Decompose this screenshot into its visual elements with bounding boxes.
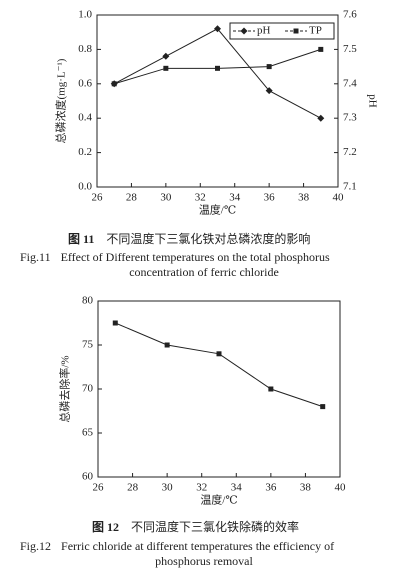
marker (240, 27, 248, 35)
x-tick-label: 40 (333, 192, 345, 204)
y-tick-label: 70 (82, 383, 94, 395)
y-tick-label: 0.2 (78, 146, 92, 158)
marker (163, 65, 169, 71)
marker (111, 81, 117, 87)
caption-text: Ferric chloride at different temperature… (61, 539, 334, 553)
marker (216, 351, 222, 357)
x-tick-label: 30 (160, 192, 172, 204)
y2-tick-label: 7.4 (343, 77, 357, 89)
y-axis-label: 总磷去除率/% (58, 355, 72, 422)
plot-frame (96, 14, 339, 188)
caption-label: 图 11 不同温度下三氯化铁对总磷浓度的影响 (68, 231, 310, 246)
marker (265, 87, 273, 95)
x-tick-label: 30 (162, 482, 174, 494)
y2-tick-label: 7.5 (343, 43, 357, 55)
x-axis-label: 温度/℃ (199, 203, 236, 217)
y-tick-label: 75 (82, 339, 94, 351)
x-tick-label: 26 (93, 482, 105, 494)
y-axis-label: 总磷浓度(mg·L⁻¹) (54, 58, 68, 143)
caption-label: 图 12 (92, 520, 119, 534)
legend-label: pH (257, 25, 271, 37)
legend-box (229, 22, 335, 40)
caption-label: Fig.11 Effect of Different temperatures o… (20, 250, 330, 264)
x-tick-label: 32 (195, 192, 206, 204)
series-line (115, 322, 323, 408)
caption-text: 不同温度下三氯化铁除磷的效率 (131, 519, 299, 534)
marker (215, 65, 220, 71)
marker (164, 342, 170, 348)
caption-label: Fig.12 (20, 539, 51, 553)
y2-tick-label: 7.1 (343, 181, 357, 193)
y-tick-label: 0.4 (78, 112, 92, 124)
marker (268, 386, 274, 392)
caption-text: phosphorus removal (155, 554, 253, 568)
marker (293, 28, 299, 34)
x-tick-label: 40 (335, 482, 347, 494)
caption-text: concentration of ferric chloride (129, 265, 279, 279)
caption-text: 不同温度下三氯化铁对总磷浓度的影响 (106, 231, 310, 246)
marker (317, 114, 325, 122)
marker (162, 52, 170, 60)
x-axis-label: 温度/℃ (200, 493, 237, 507)
caption-label: 图 12 不同温度下三氯化铁除磷的效率 (92, 519, 299, 534)
marker (318, 46, 324, 52)
marker (214, 25, 221, 33)
x-tick-label: 28 (127, 482, 139, 494)
x-tick-label: 36 (265, 482, 277, 494)
y-tick-label: 65 (82, 427, 94, 439)
y-tick-label: 0.0 (78, 181, 92, 193)
marker (112, 320, 118, 326)
y-tick-label: 1.0 (78, 9, 92, 21)
caption-label: Fig.12 Ferric chloride at different tempe… (20, 539, 334, 553)
x-tick-label: 26 (92, 192, 104, 204)
caption-label: 图 11 (68, 232, 94, 246)
x-tick-label: 34 (229, 192, 241, 204)
y-tick-label: 80 (82, 295, 94, 307)
x-tick-label: 36 (264, 192, 276, 204)
x-tick-label: 38 (298, 192, 310, 204)
marker (266, 64, 272, 70)
x-tick-label: 32 (196, 482, 207, 494)
x-tick-label: 34 (231, 482, 243, 494)
caption-label: Fig.11 (20, 250, 51, 264)
x-tick-label: 28 (126, 192, 138, 204)
y2-tick-label: 7.3 (343, 112, 357, 124)
x-tick-label: 38 (300, 482, 312, 494)
series-line (113, 28, 322, 119)
marker (320, 404, 326, 410)
y2-tick-label: 7.6 (343, 9, 357, 21)
caption-text: Effect of Different temperatures on the … (61, 250, 330, 264)
y-tick-label: 60 (82, 471, 94, 483)
y-tick-label: 0.8 (78, 43, 92, 55)
plot-frame (97, 300, 341, 478)
y2-tick-label: 7.2 (343, 146, 357, 158)
legend-label: TP (309, 25, 322, 37)
y2-axis-label: pH (366, 94, 378, 108)
y-tick-label: 0.6 (78, 77, 92, 89)
